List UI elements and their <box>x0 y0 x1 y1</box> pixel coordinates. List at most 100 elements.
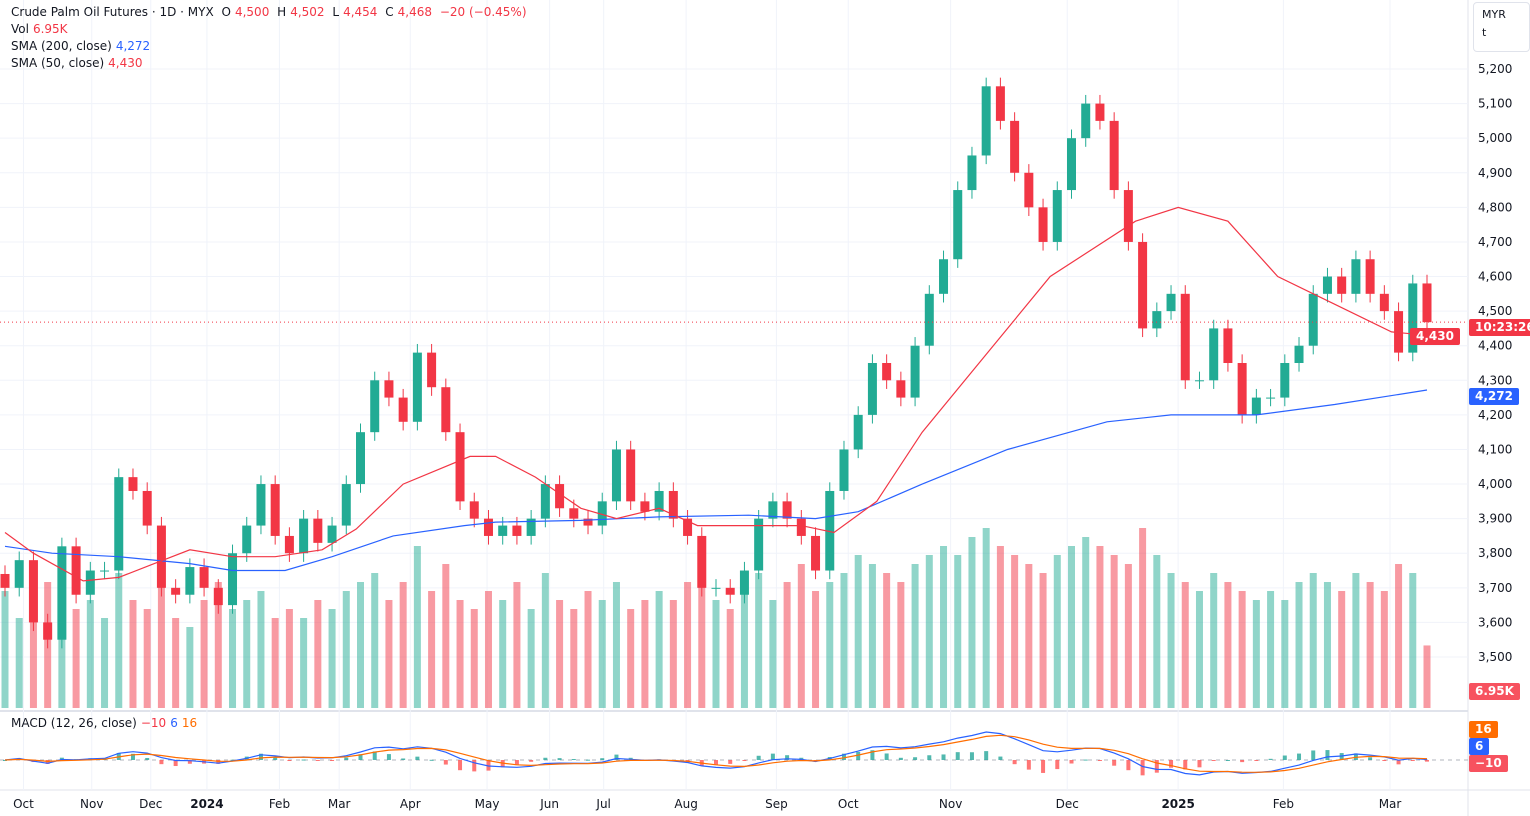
candle-down <box>640 501 650 512</box>
volume-bar <box>655 591 663 708</box>
macd-histogram-bar <box>130 753 135 760</box>
volume-bar <box>371 573 379 708</box>
macd-line-value: 6 <box>170 716 178 730</box>
macd-histogram-bar <box>571 759 576 761</box>
candle-up <box>1067 138 1076 191</box>
candle-down <box>171 587 181 595</box>
candle-down <box>43 622 53 640</box>
volume-badge: 6.95K <box>1469 683 1520 700</box>
candle-down <box>811 535 821 571</box>
candle-up <box>754 518 764 571</box>
volume-bar <box>669 600 677 708</box>
volume-bar <box>1395 564 1403 708</box>
candle-up <box>1052 190 1062 242</box>
macd-histogram-bar <box>514 760 519 766</box>
candle-down <box>796 518 806 536</box>
macd-histogram-bar <box>913 757 918 760</box>
candle-up <box>1308 293 1318 346</box>
price-scale-units[interactable]: MYR t <box>1473 2 1530 52</box>
volume-legend[interactable]: Vol 6.95K <box>11 22 68 36</box>
countdown-badge: 10:23:26 <box>1469 319 1530 336</box>
sma200-legend[interactable]: SMA (200, close) 4,272 <box>11 39 151 53</box>
macd-histogram-bar <box>1026 760 1031 770</box>
candle-down <box>1010 120 1020 173</box>
currency-label[interactable]: MYR <box>1482 8 1506 21</box>
macd-histogram-bar <box>941 754 946 760</box>
symbol-legend: Crude Palm Oil Futures · 1D · MYX O 4,500… <box>11 5 527 19</box>
candle-down <box>782 501 792 519</box>
macd-histogram-bar <box>1112 760 1117 766</box>
volume-bar <box>1252 600 1260 708</box>
volume-bar <box>1423 645 1431 708</box>
volume-bar <box>442 564 450 708</box>
volume-bar <box>1224 582 1232 708</box>
candle-up <box>114 477 124 571</box>
y-tick-label: 4,900 <box>1478 166 1512 180</box>
open-value: 4,500 <box>234 5 270 19</box>
candle-up <box>540 484 550 519</box>
candle-up <box>526 518 536 536</box>
y-tick-label: 5,100 <box>1478 97 1512 111</box>
macd-histogram-bar <box>1254 760 1259 761</box>
sma50-legend[interactable]: SMA (50, close) 4,430 <box>11 56 143 70</box>
macd-line <box>4 731 1428 776</box>
volume-bar <box>1153 555 1161 708</box>
y-tick-label: 4,700 <box>1478 235 1512 249</box>
volume-bar <box>996 546 1004 708</box>
volume-bar <box>470 609 478 708</box>
volume-bar <box>314 600 322 708</box>
y-tick-label: 3,700 <box>1478 581 1512 595</box>
macd-histogram-bar <box>287 760 292 761</box>
volume-bar <box>812 591 820 708</box>
unit-label[interactable]: t <box>1482 26 1487 39</box>
candle-down <box>995 86 1005 121</box>
candle-down <box>427 352 437 388</box>
macd-histogram-bar <box>1154 760 1159 773</box>
candle-up <box>412 352 422 422</box>
symbol-title[interactable]: Crude Palm Oil Futures · 1D · MYX <box>11 5 214 19</box>
candle-up <box>1266 397 1276 399</box>
candle-down <box>1365 259 1375 294</box>
macd-histogram-bar <box>1169 760 1174 768</box>
macd-histogram-bar <box>173 760 178 767</box>
candle-up <box>256 484 266 526</box>
sma50-value: 4,430 <box>108 56 143 70</box>
macd-histogram-bar <box>1368 757 1373 760</box>
volume-bar <box>1124 564 1132 708</box>
candle-up <box>924 293 934 346</box>
volume-bar <box>342 591 350 708</box>
x-tick-label: Dec <box>139 797 162 811</box>
macd-histogram-bar <box>1425 760 1429 762</box>
x-tick-label: Feb <box>269 797 290 811</box>
volume-bar <box>428 591 436 708</box>
candle-down <box>1180 293 1190 381</box>
volume-bar <box>1409 573 1417 708</box>
macd-histogram-bar <box>998 756 1003 760</box>
macd-histogram-bar <box>841 753 846 760</box>
x-tick-label: Jun <box>539 797 559 811</box>
volume-bar <box>1082 537 1090 708</box>
volume-bar <box>1011 555 1019 708</box>
volume-bar <box>143 609 151 708</box>
candle-up <box>981 86 991 156</box>
macd-histogram-bar <box>472 760 477 772</box>
macd-legend[interactable]: MACD (12, 26, close) −10 6 16 <box>11 716 198 730</box>
x-tick-label: Sep <box>765 797 788 811</box>
candle-down <box>1095 103 1105 121</box>
volume-bar <box>1267 591 1275 708</box>
macd-histogram-bar <box>1325 750 1330 760</box>
candle-up <box>85 570 95 595</box>
candle-down <box>156 525 166 588</box>
candle-up <box>498 525 508 536</box>
volume-bar <box>257 591 265 708</box>
volume-bar <box>1181 582 1189 708</box>
y-tick-label: 4,300 <box>1478 373 1512 387</box>
candle-down <box>384 380 394 398</box>
candle-down <box>1123 190 1133 242</box>
sma200-line <box>4 389 1428 572</box>
macd-histogram-bar <box>386 754 391 760</box>
macd-histogram-bar <box>714 760 718 766</box>
volume-bar <box>1210 573 1218 708</box>
macd-histogram-bar <box>1140 760 1145 776</box>
